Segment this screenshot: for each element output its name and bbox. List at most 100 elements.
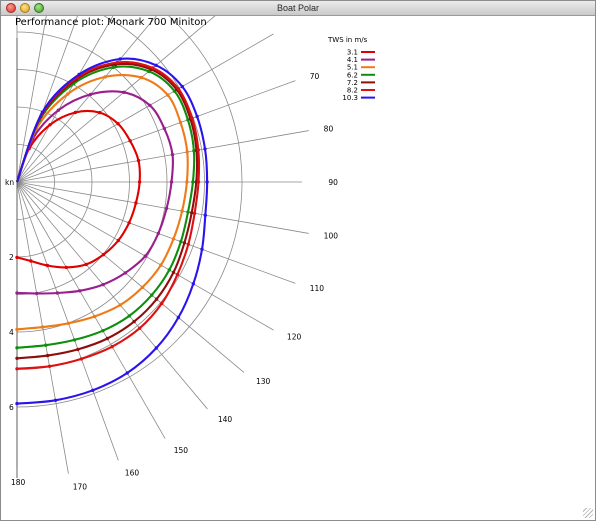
series-point (137, 180, 142, 184)
series-point (101, 252, 106, 257)
series-point (191, 282, 195, 286)
zoom-icon[interactable] (34, 3, 44, 13)
series-point (118, 57, 122, 61)
angle-tick-label: 70 (310, 72, 320, 81)
series-point (176, 87, 181, 91)
angle-tick-label: 100 (324, 232, 339, 241)
series-point (111, 65, 115, 70)
series-point (84, 262, 88, 267)
angle-tick-label: 80 (324, 124, 334, 133)
window-title: Boat Polar (276, 3, 320, 13)
series-point (154, 297, 159, 301)
grid-spoke (16, 130, 309, 183)
series-point (105, 336, 110, 341)
series-point (47, 364, 52, 368)
series-line (16, 57, 209, 405)
series-point (15, 356, 19, 360)
series-point (77, 72, 81, 77)
series-point (98, 110, 102, 115)
series-point (169, 180, 174, 184)
series-point (196, 148, 200, 152)
series-point (190, 211, 194, 215)
series-point (127, 314, 131, 318)
series-point (134, 201, 138, 205)
series-point (45, 353, 50, 358)
series-point (186, 210, 190, 214)
series-point (72, 338, 77, 342)
series-point (125, 371, 129, 375)
series-point (88, 92, 93, 97)
series-point (159, 263, 163, 267)
series-point (180, 84, 184, 89)
series-point (180, 209, 184, 213)
series-point (160, 301, 164, 306)
series-point (178, 120, 183, 125)
series-point (186, 242, 190, 246)
series-point (40, 325, 45, 329)
radial-tick-label: 6 (9, 403, 14, 412)
radial-tick-label: 4 (9, 328, 14, 337)
minimize-icon[interactable] (20, 3, 30, 13)
series-point (66, 321, 71, 325)
series-point (15, 367, 19, 371)
series-line (16, 61, 201, 370)
legend-entry-label: 5.1 (347, 64, 358, 72)
series-point (110, 345, 114, 349)
series-point (78, 289, 82, 293)
grid-spoke (16, 181, 296, 284)
series-point (170, 152, 175, 157)
series-point (76, 347, 80, 352)
series-point (203, 213, 207, 217)
legend: TWS in m/s 3.14.15.16.27.28.210.3 (327, 36, 375, 102)
series-line (16, 65, 196, 349)
series-point (56, 108, 61, 112)
radial-tick-label: 2 (9, 253, 14, 262)
series-point (147, 69, 151, 74)
legend-entry-label: 8.2 (347, 87, 358, 95)
series-point (154, 346, 158, 350)
series-point (128, 139, 132, 143)
grid-spoke (16, 181, 309, 234)
series-point (171, 270, 176, 275)
series-point (196, 180, 201, 184)
series-point (91, 388, 95, 392)
series-point (162, 126, 166, 131)
series-point (132, 319, 136, 324)
series-point (176, 315, 181, 320)
series-line (16, 74, 189, 331)
series-point (15, 291, 19, 295)
series-point (179, 239, 183, 244)
series-point (55, 291, 60, 295)
series-point (92, 314, 97, 319)
series-point (48, 123, 52, 127)
series-point (154, 63, 158, 67)
series-point (45, 263, 50, 268)
series-point (15, 346, 19, 350)
series-point (103, 75, 107, 79)
series-point (123, 271, 128, 275)
grid-spoke (16, 16, 216, 183)
axis-labels: 70 80 90 100 110 120 130 140 150 160 170 180 2 4 6 kn (5, 72, 338, 491)
series-point (139, 75, 144, 80)
title-bar[interactable]: Boat Polar (1, 1, 595, 16)
series-point (185, 150, 189, 154)
series-point (66, 92, 70, 96)
series-point (195, 114, 199, 119)
grid-spoke (16, 80, 296, 183)
grid-spoke (16, 16, 114, 183)
series-point (122, 90, 126, 95)
grid-spoke (16, 181, 245, 373)
grid-spoke (16, 181, 119, 461)
series-point (138, 326, 142, 330)
grid-spoke (16, 181, 208, 410)
legend-entry-label: 7.2 (347, 79, 358, 87)
series-point (190, 116, 194, 121)
close-icon[interactable] (6, 3, 16, 13)
series-point (192, 149, 196, 153)
series-point (116, 122, 120, 126)
angle-tick-label: 110 (310, 284, 325, 293)
series-point (151, 66, 155, 70)
series-point (150, 293, 154, 297)
resize-grip-icon[interactable] (583, 508, 593, 518)
